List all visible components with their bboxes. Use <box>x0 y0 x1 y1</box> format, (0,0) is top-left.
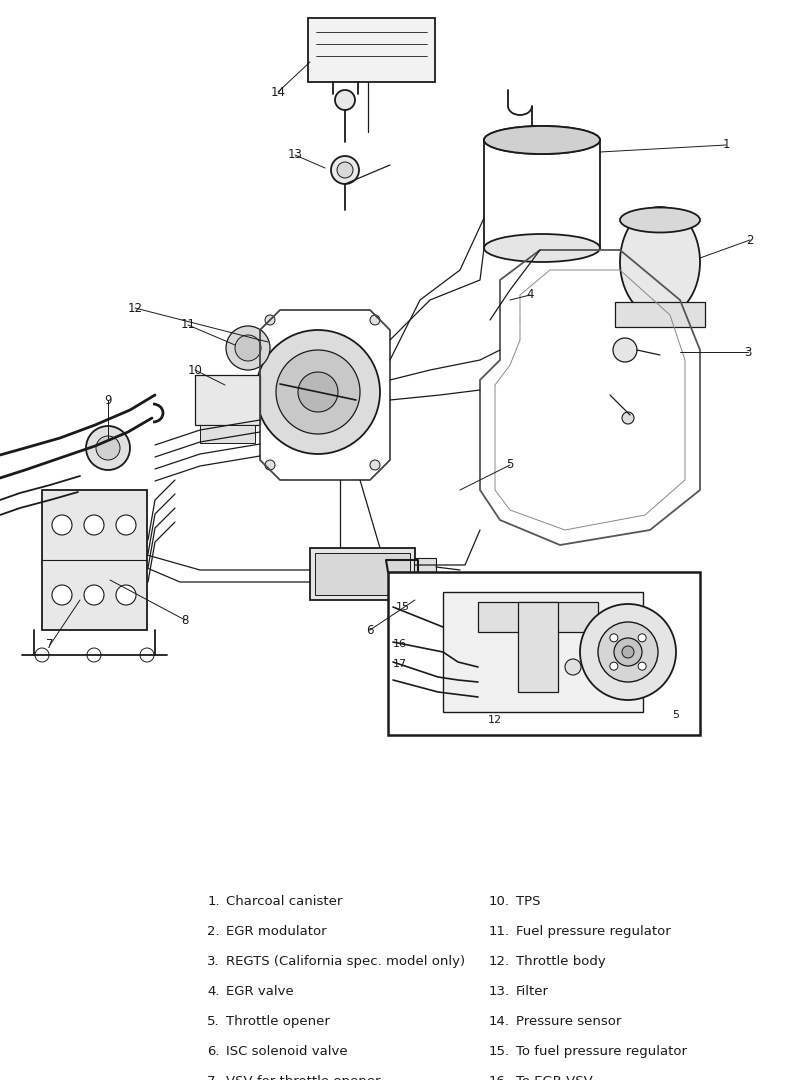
Text: 13: 13 <box>287 148 302 162</box>
Text: 7: 7 <box>46 638 54 651</box>
Circle shape <box>87 648 101 662</box>
Text: 3.: 3. <box>207 955 220 968</box>
Text: EGR modulator: EGR modulator <box>226 924 326 939</box>
Circle shape <box>580 604 676 700</box>
Text: EGR valve: EGR valve <box>226 985 294 998</box>
Bar <box>200 426 255 443</box>
Text: 5.: 5. <box>207 1015 220 1028</box>
Text: 7.: 7. <box>207 1075 220 1080</box>
Text: 1: 1 <box>722 138 730 151</box>
Text: 1.: 1. <box>207 895 220 908</box>
Bar <box>615 302 705 327</box>
Circle shape <box>96 436 120 460</box>
Text: 11.: 11. <box>489 924 510 939</box>
Circle shape <box>35 648 49 662</box>
Text: 13.: 13. <box>489 985 510 998</box>
Circle shape <box>298 372 338 411</box>
Text: Filter: Filter <box>516 985 549 998</box>
Circle shape <box>84 585 104 605</box>
Text: 16.: 16. <box>489 1075 510 1080</box>
Circle shape <box>140 648 154 662</box>
Text: 2: 2 <box>746 233 754 246</box>
Bar <box>478 602 598 632</box>
Text: 6: 6 <box>366 623 374 636</box>
Circle shape <box>337 162 353 178</box>
Text: 12.: 12. <box>489 955 510 968</box>
Text: REGTS (California spec. model only): REGTS (California spec. model only) <box>226 955 465 968</box>
Text: 16: 16 <box>393 639 407 649</box>
Circle shape <box>335 90 355 110</box>
Text: 12: 12 <box>127 301 142 314</box>
Text: 10.: 10. <box>489 895 510 908</box>
Ellipse shape <box>484 126 600 154</box>
Circle shape <box>116 515 136 535</box>
Text: 15.: 15. <box>489 1045 510 1058</box>
Text: To EGR VSV: To EGR VSV <box>516 1075 593 1080</box>
Circle shape <box>638 634 646 642</box>
Text: 2.: 2. <box>207 924 220 939</box>
Circle shape <box>86 426 130 470</box>
Text: 9: 9 <box>104 393 112 406</box>
Bar <box>315 553 410 595</box>
Text: Charcoal canister: Charcoal canister <box>226 895 342 908</box>
Text: Throttle opener: Throttle opener <box>226 1015 330 1028</box>
Circle shape <box>370 460 380 470</box>
Circle shape <box>638 662 646 671</box>
Text: 4.: 4. <box>207 985 220 998</box>
Ellipse shape <box>620 207 700 318</box>
Circle shape <box>226 326 270 370</box>
Bar <box>518 602 558 692</box>
Circle shape <box>622 646 634 658</box>
Text: Pressure sensor: Pressure sensor <box>516 1015 622 1028</box>
Text: 10: 10 <box>187 364 202 377</box>
Circle shape <box>610 662 618 671</box>
Text: To fuel pressure regulator: To fuel pressure regulator <box>516 1045 687 1058</box>
Circle shape <box>622 411 634 424</box>
Circle shape <box>84 515 104 535</box>
Text: 5: 5 <box>672 710 679 720</box>
Bar <box>388 572 700 735</box>
Text: Throttle body: Throttle body <box>516 955 606 968</box>
Circle shape <box>565 659 581 675</box>
Text: 8: 8 <box>182 613 189 626</box>
Ellipse shape <box>620 207 700 232</box>
Text: ISC solenoid valve: ISC solenoid valve <box>226 1045 348 1058</box>
Circle shape <box>370 315 380 325</box>
Circle shape <box>610 634 618 642</box>
Text: TPS: TPS <box>516 895 541 908</box>
Bar <box>310 548 415 600</box>
Circle shape <box>614 638 642 666</box>
Text: Fuel pressure regulator: Fuel pressure regulator <box>516 924 670 939</box>
Bar <box>42 490 147 630</box>
Text: 11: 11 <box>181 319 195 332</box>
Text: 15: 15 <box>396 602 410 612</box>
Circle shape <box>256 330 380 454</box>
Circle shape <box>265 460 275 470</box>
Ellipse shape <box>484 234 600 262</box>
Circle shape <box>235 335 261 361</box>
Circle shape <box>598 622 658 681</box>
Circle shape <box>265 315 275 325</box>
Circle shape <box>276 350 360 434</box>
Ellipse shape <box>484 126 600 154</box>
Text: 12: 12 <box>488 715 502 725</box>
Text: 3: 3 <box>744 346 752 359</box>
Circle shape <box>52 515 72 535</box>
Text: VSV for throttle opener: VSV for throttle opener <box>226 1075 381 1080</box>
Bar <box>414 558 436 590</box>
Circle shape <box>52 585 72 605</box>
Bar <box>195 375 260 426</box>
Bar <box>443 592 643 712</box>
Circle shape <box>331 156 359 184</box>
Circle shape <box>613 338 637 362</box>
Text: 6.: 6. <box>207 1045 220 1058</box>
Text: 17: 17 <box>393 659 407 669</box>
Text: 4: 4 <box>526 288 534 301</box>
Text: 14.: 14. <box>489 1015 510 1028</box>
Text: 14: 14 <box>270 85 286 98</box>
Bar <box>308 18 435 82</box>
Circle shape <box>116 585 136 605</box>
Text: 5: 5 <box>506 459 514 472</box>
